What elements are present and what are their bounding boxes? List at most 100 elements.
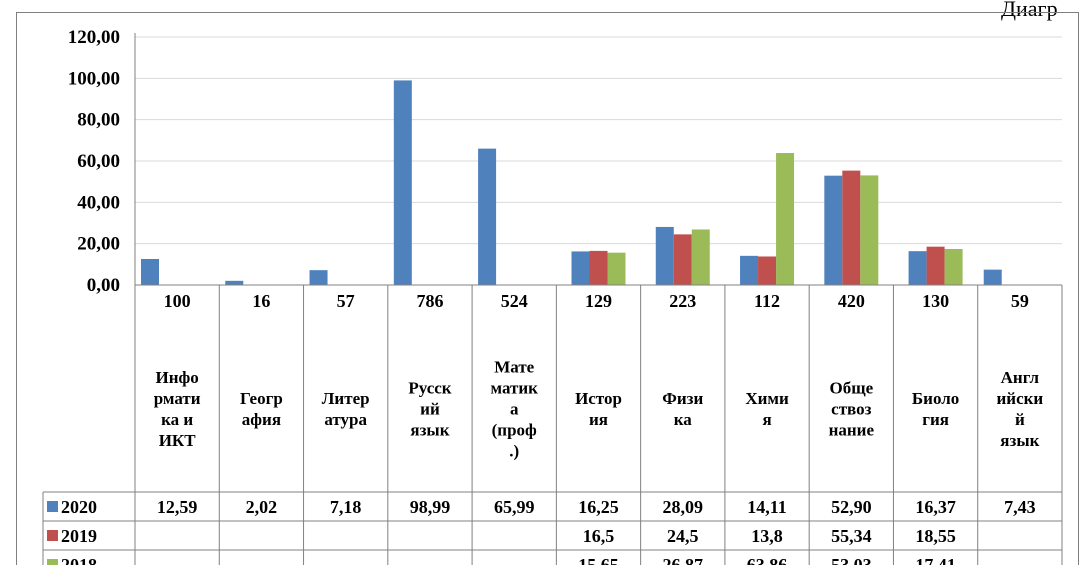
subject-label: ка bbox=[674, 410, 693, 429]
legend-label: 2020 bbox=[61, 497, 97, 517]
bar-2018 bbox=[607, 252, 626, 285]
data-value-label: 63,86 bbox=[747, 555, 788, 565]
subject-label: ИКТ bbox=[159, 431, 197, 450]
data-value-label: 55,34 bbox=[831, 526, 872, 546]
data-value-label: 15,65 bbox=[578, 555, 619, 565]
bar-2018 bbox=[944, 249, 963, 285]
y-tick-label: 120,00 bbox=[68, 27, 120, 48]
subject-label: ка и bbox=[161, 410, 193, 429]
data-value-label: 13,8 bbox=[751, 526, 783, 546]
data-value-label: 12,59 bbox=[157, 497, 198, 517]
subject-label: а bbox=[510, 400, 519, 419]
bar-2019 bbox=[758, 256, 777, 285]
data-value-label: 28,09 bbox=[663, 497, 704, 517]
bar-2020 bbox=[393, 80, 412, 285]
subject-label: язык bbox=[1000, 431, 1039, 450]
subject-label: язык bbox=[410, 421, 449, 440]
subject-label: Инфо bbox=[155, 368, 198, 387]
bar-2020 bbox=[824, 175, 843, 285]
y-tick-label: 20,00 bbox=[77, 234, 120, 255]
subject-label: ствоз bbox=[831, 400, 871, 419]
bar-2019 bbox=[589, 250, 608, 285]
subject-label: ийски bbox=[996, 389, 1043, 408]
subject-label: (проф bbox=[492, 421, 537, 440]
subject-label: Обще bbox=[830, 379, 874, 398]
bars bbox=[141, 80, 1002, 285]
student-count: 129 bbox=[585, 291, 612, 311]
data-value-label: 18,55 bbox=[915, 526, 956, 546]
subject-label: атура bbox=[324, 410, 367, 429]
data-value-label: 24,5 bbox=[667, 526, 699, 546]
gridlines bbox=[135, 36, 1062, 245]
student-count: 112 bbox=[754, 291, 780, 311]
student-count: 420 bbox=[838, 291, 865, 311]
legend-swatch-2020 bbox=[47, 501, 58, 512]
y-tick-label: 40,00 bbox=[77, 192, 120, 213]
bar-2020 bbox=[309, 270, 328, 285]
y-axis: 0,00 20,00 40,00 60,00 80,00 100,00 120,00 bbox=[68, 27, 136, 296]
data-value-label: 17,41 bbox=[915, 555, 956, 565]
subject-label: афия bbox=[242, 410, 281, 429]
legend-swatch-2019 bbox=[47, 530, 58, 541]
student-count: 100 bbox=[164, 291, 191, 311]
legend-swatch-2018 bbox=[47, 559, 58, 565]
bar-2018 bbox=[860, 175, 879, 285]
student-count: 57 bbox=[337, 291, 355, 311]
subject-label: рмати bbox=[154, 389, 201, 408]
subject-label: Биоло bbox=[912, 389, 959, 408]
subject-label: я bbox=[762, 410, 771, 429]
data-table: 100 Инфо рмати ка и ИКТ 16 Геогр афия 57 Литер ату… bbox=[42, 284, 1063, 565]
bar-2020 bbox=[571, 251, 590, 285]
y-tick-label: 80,00 bbox=[77, 110, 120, 131]
subject-label: Истор bbox=[575, 389, 622, 408]
data-value-label: 16,25 bbox=[578, 497, 619, 517]
subject-label: Геогр bbox=[240, 389, 283, 408]
y-tick-label: 100,00 bbox=[68, 68, 120, 89]
bar-2020 bbox=[740, 255, 759, 285]
data-value-label: 7,43 bbox=[1004, 497, 1036, 517]
bar-2019 bbox=[926, 246, 945, 285]
data-value-label: 7,18 bbox=[330, 497, 362, 517]
subject-label: нание bbox=[829, 421, 875, 440]
subject-label: .) bbox=[509, 442, 519, 461]
subject-label: Физи bbox=[662, 389, 703, 408]
data-value-label: 98,99 bbox=[410, 497, 451, 517]
page-title: Диагр bbox=[1001, 0, 1058, 21]
bar-2020 bbox=[141, 258, 159, 285]
legend-label: 2018 bbox=[61, 555, 97, 565]
bar-2020 bbox=[655, 226, 674, 285]
chart-frame bbox=[16, 12, 1079, 565]
data-value-label: 2,02 bbox=[246, 497, 278, 517]
bar-2020 bbox=[908, 251, 927, 285]
student-count: 59 bbox=[1011, 291, 1029, 311]
subject-label: Англ bbox=[1001, 368, 1040, 387]
student-count: 16 bbox=[252, 291, 270, 311]
student-count: 524 bbox=[501, 291, 528, 311]
data-value-label: 26,87 bbox=[663, 555, 704, 565]
legend-label: 2019 bbox=[61, 526, 97, 546]
student-count: 786 bbox=[416, 291, 443, 311]
bar-2020 bbox=[225, 280, 244, 285]
bar-2020 bbox=[983, 269, 1002, 285]
subject-label: й bbox=[1015, 410, 1025, 429]
student-count: 223 bbox=[669, 291, 696, 311]
y-tick-label: 0,00 bbox=[87, 275, 120, 296]
student-count: 130 bbox=[922, 291, 949, 311]
data-value-label: 16,37 bbox=[915, 497, 956, 517]
data-value-label: 16,5 bbox=[583, 526, 615, 546]
bar-2018 bbox=[691, 229, 710, 285]
subject-label: ий bbox=[420, 400, 440, 419]
subject-label: Литер bbox=[322, 389, 370, 408]
bar-2018 bbox=[776, 153, 795, 285]
subject-label: Русск bbox=[408, 379, 451, 398]
bar-2019 bbox=[673, 234, 692, 285]
subject-label: матик bbox=[490, 379, 538, 398]
data-value-label: 65,99 bbox=[494, 497, 535, 517]
subject-label: ия bbox=[589, 410, 608, 429]
data-value-label: 14,11 bbox=[747, 497, 787, 517]
subject-label: Мате bbox=[494, 358, 534, 377]
subject-label: Хими bbox=[745, 389, 789, 408]
bar-2019 bbox=[842, 170, 861, 285]
data-value-label: 53,03 bbox=[831, 555, 872, 565]
